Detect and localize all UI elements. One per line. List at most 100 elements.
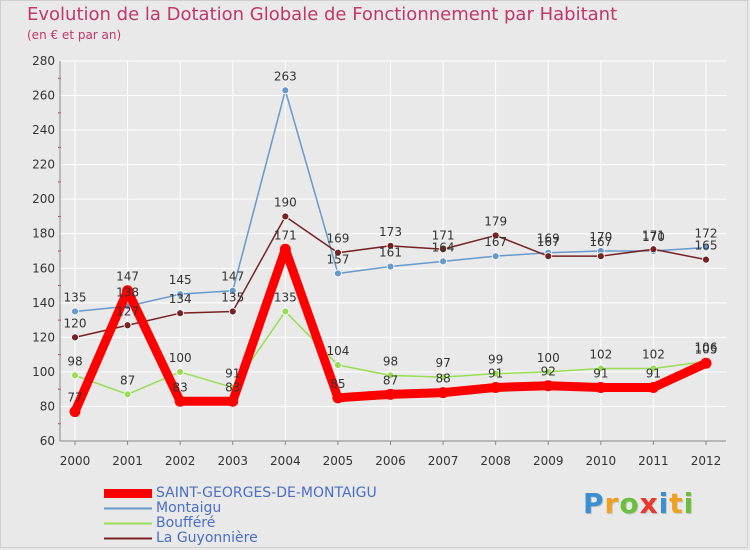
- legend: SAINT-GEORGES-DE-MONTAIGU Montaigu Bouff…: [104, 486, 377, 546]
- data-label: 173: [379, 225, 402, 239]
- data-point: [332, 392, 344, 404]
- data-point: [123, 321, 132, 330]
- proxiti-logo: Proxiti: [583, 487, 694, 520]
- x-tick-label: 2005: [323, 454, 354, 468]
- data-label: 92: [541, 365, 556, 379]
- data-label: 85: [330, 377, 345, 391]
- legend-item-1: Montaigu: [104, 501, 377, 516]
- x-tick-label: 2004: [270, 454, 301, 468]
- logo-letter-4: i: [658, 487, 670, 520]
- data-label: 87: [120, 373, 135, 387]
- data-label: 135: [64, 290, 87, 304]
- data-label: 157: [326, 252, 349, 266]
- data-point: [490, 381, 502, 393]
- data-label: 134: [169, 292, 192, 306]
- data-label: 135: [221, 290, 244, 304]
- data-point: [649, 245, 658, 254]
- data-label: 83: [173, 380, 188, 394]
- data-label: 190: [274, 195, 297, 209]
- data-point: [439, 245, 447, 254]
- legend-item-0: SAINT-GEORGES-DE-MONTAIGU: [104, 486, 377, 501]
- data-point: [386, 371, 395, 380]
- data-label: 104: [326, 344, 349, 358]
- y-tick-label: 160: [32, 261, 55, 275]
- data-point: [544, 368, 553, 376]
- data-point: [228, 286, 237, 295]
- data-point: [439, 373, 447, 381]
- data-label: 91: [225, 366, 240, 380]
- data-label: 98: [67, 354, 82, 368]
- data-label: 91: [488, 366, 503, 380]
- data-point: [702, 255, 710, 264]
- y-tick-label: 80: [40, 399, 55, 413]
- legend-item-3: La Guyonnière: [104, 531, 377, 546]
- data-label: 102: [589, 347, 612, 361]
- data-point: [176, 290, 185, 299]
- data-point: [281, 86, 290, 95]
- legend-label-1: Montaigu: [156, 500, 222, 516]
- data-point: [491, 369, 500, 378]
- data-label: 83: [225, 380, 240, 394]
- data-label: 87: [383, 373, 398, 387]
- data-point: [281, 307, 290, 316]
- data-point: [596, 364, 605, 373]
- data-label: 167: [484, 235, 507, 249]
- logo-letter-5: t: [669, 487, 684, 520]
- data-label: 170: [642, 230, 665, 244]
- data-label: 172: [695, 227, 718, 241]
- y-tick-label: 200: [32, 192, 55, 206]
- legend-swatch-2: [104, 522, 152, 525]
- data-point: [437, 387, 449, 399]
- x-tick-label: 2006: [375, 454, 406, 468]
- data-point: [176, 309, 185, 318]
- data-label: 161: [379, 246, 402, 260]
- data-point: [700, 357, 712, 369]
- data-point: [227, 395, 239, 407]
- data-point: [542, 380, 554, 392]
- y-tick-label: 140: [32, 296, 55, 310]
- data-label: 91: [593, 366, 608, 380]
- data-label: 97: [435, 356, 450, 370]
- data-point: [544, 252, 553, 261]
- data-point: [123, 390, 132, 399]
- x-tick-label: 2008: [480, 454, 511, 468]
- chart-subtitle: (en € et par an): [27, 28, 122, 42]
- data-point: [385, 388, 396, 400]
- legend-label-3: La Guyonnière: [156, 530, 258, 546]
- x-tick-label: 2012: [691, 454, 722, 468]
- legend-swatch-1: [104, 507, 152, 510]
- x-tick-label: 2002: [165, 454, 196, 468]
- data-label: 171: [642, 228, 665, 242]
- legend-swatch-3: [104, 537, 152, 540]
- data-label: 100: [169, 351, 192, 365]
- y-tick-label: 100: [32, 365, 55, 379]
- data-point: [69, 406, 81, 418]
- data-point: [491, 231, 500, 240]
- data-label: 102: [642, 347, 665, 361]
- y-tick-label: 280: [32, 54, 55, 68]
- logo-letter-1: r: [604, 487, 620, 520]
- data-point: [176, 368, 185, 376]
- data-label: 120: [64, 316, 87, 330]
- data-label: 106: [695, 341, 718, 355]
- y-tick-label: 240: [32, 123, 55, 137]
- data-point: [71, 307, 79, 316]
- data-label: 167: [537, 235, 560, 249]
- x-tick-label: 2007: [428, 454, 459, 468]
- data-label: 88: [435, 372, 450, 386]
- data-point: [334, 269, 342, 278]
- logo-letter-0: P: [583, 487, 605, 520]
- data-label: 147: [221, 270, 244, 284]
- x-tick-label: 2010: [586, 454, 617, 468]
- x-tick-label: 2009: [533, 454, 564, 468]
- legend-swatch-0: [104, 489, 152, 498]
- legend-label-0: SAINT-GEORGES-DE-MONTAIGU: [156, 485, 377, 501]
- data-label: 169: [326, 232, 349, 246]
- data-point: [174, 395, 186, 407]
- legend-label-2: Boufféré: [156, 515, 216, 531]
- logo-letter-2: o: [619, 487, 640, 520]
- data-point: [279, 243, 291, 255]
- x-tick-label: 2003: [217, 454, 248, 468]
